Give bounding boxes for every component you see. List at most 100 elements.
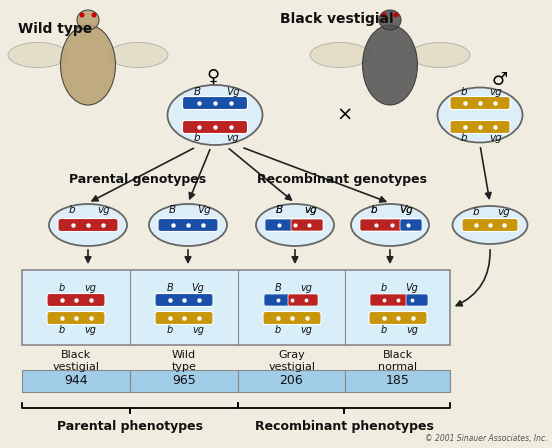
Text: Parental genotypes: Parental genotypes bbox=[70, 173, 206, 186]
FancyBboxPatch shape bbox=[58, 219, 118, 232]
Text: 206: 206 bbox=[280, 375, 304, 388]
Bar bbox=[22, 370, 130, 392]
Text: Black
normal: Black normal bbox=[379, 350, 417, 371]
FancyBboxPatch shape bbox=[369, 311, 427, 324]
FancyBboxPatch shape bbox=[267, 219, 307, 232]
Text: Vg: Vg bbox=[399, 205, 413, 215]
Ellipse shape bbox=[92, 13, 97, 17]
Text: 944: 944 bbox=[64, 375, 88, 388]
Text: b: b bbox=[371, 205, 378, 215]
Ellipse shape bbox=[77, 10, 99, 30]
Text: Recombinant phenotypes: Recombinant phenotypes bbox=[254, 420, 433, 433]
Ellipse shape bbox=[49, 204, 127, 246]
Text: vg: vg bbox=[406, 325, 418, 335]
Text: Recombinant genotypes: Recombinant genotypes bbox=[257, 173, 427, 186]
FancyBboxPatch shape bbox=[158, 219, 218, 232]
FancyBboxPatch shape bbox=[462, 219, 518, 232]
FancyBboxPatch shape bbox=[360, 219, 420, 232]
FancyBboxPatch shape bbox=[303, 219, 323, 232]
FancyBboxPatch shape bbox=[263, 311, 321, 324]
FancyBboxPatch shape bbox=[264, 294, 294, 306]
Bar bbox=[130, 370, 238, 392]
Text: B: B bbox=[275, 205, 283, 215]
Text: b: b bbox=[275, 325, 281, 335]
Text: Wild
type: Wild type bbox=[172, 350, 197, 371]
Ellipse shape bbox=[363, 25, 417, 105]
Text: B: B bbox=[275, 283, 282, 293]
Text: Vg: Vg bbox=[406, 283, 418, 293]
Text: vg: vg bbox=[227, 133, 240, 143]
Text: vg: vg bbox=[305, 205, 317, 215]
Bar bbox=[22, 270, 450, 345]
FancyBboxPatch shape bbox=[288, 294, 318, 306]
Bar bbox=[345, 370, 450, 392]
FancyBboxPatch shape bbox=[406, 294, 428, 306]
FancyBboxPatch shape bbox=[183, 121, 247, 134]
Text: 965: 965 bbox=[172, 375, 196, 388]
Bar bbox=[238, 370, 345, 392]
FancyBboxPatch shape bbox=[155, 311, 213, 324]
Text: Vg: Vg bbox=[226, 87, 240, 97]
Ellipse shape bbox=[438, 87, 523, 142]
Ellipse shape bbox=[310, 43, 370, 68]
Text: Wild type: Wild type bbox=[18, 22, 92, 36]
Text: b: b bbox=[59, 325, 65, 335]
FancyBboxPatch shape bbox=[47, 293, 105, 306]
Text: Parental phenotypes: Parental phenotypes bbox=[57, 420, 203, 433]
Text: vg: vg bbox=[98, 205, 110, 215]
Text: B: B bbox=[193, 87, 200, 97]
Text: Vg: Vg bbox=[399, 205, 413, 215]
Ellipse shape bbox=[256, 204, 334, 246]
Text: b: b bbox=[461, 87, 468, 97]
Text: b: b bbox=[59, 283, 65, 293]
Ellipse shape bbox=[149, 204, 227, 246]
Text: 185: 185 bbox=[385, 375, 410, 388]
FancyBboxPatch shape bbox=[370, 294, 412, 306]
Ellipse shape bbox=[394, 13, 399, 17]
Text: vg: vg bbox=[490, 87, 502, 97]
Text: vg: vg bbox=[490, 133, 502, 143]
Ellipse shape bbox=[108, 43, 168, 68]
Ellipse shape bbox=[379, 10, 401, 30]
FancyBboxPatch shape bbox=[360, 219, 406, 231]
Text: b: b bbox=[194, 133, 200, 143]
Text: vg: vg bbox=[497, 207, 511, 217]
FancyBboxPatch shape bbox=[183, 96, 247, 109]
Text: Gray
vestigial: Gray vestigial bbox=[268, 350, 316, 371]
Text: ♀: ♀ bbox=[206, 68, 220, 86]
Ellipse shape bbox=[351, 204, 429, 246]
Ellipse shape bbox=[8, 43, 68, 68]
Text: vg: vg bbox=[300, 283, 312, 293]
Text: vg: vg bbox=[84, 325, 96, 335]
Ellipse shape bbox=[61, 25, 115, 105]
FancyBboxPatch shape bbox=[47, 311, 105, 324]
Text: vg: vg bbox=[192, 325, 204, 335]
Text: ♂: ♂ bbox=[492, 71, 508, 89]
Text: vg: vg bbox=[84, 283, 96, 293]
Text: Vg: Vg bbox=[197, 205, 211, 215]
Text: b: b bbox=[381, 283, 387, 293]
Text: B: B bbox=[168, 205, 176, 215]
FancyBboxPatch shape bbox=[450, 96, 510, 109]
Ellipse shape bbox=[167, 85, 263, 145]
Ellipse shape bbox=[381, 13, 386, 17]
FancyBboxPatch shape bbox=[450, 121, 510, 134]
Text: B: B bbox=[167, 283, 173, 293]
Text: © 2001 Sinauer Associates, Inc.: © 2001 Sinauer Associates, Inc. bbox=[426, 434, 548, 443]
Ellipse shape bbox=[453, 206, 528, 244]
Text: b: b bbox=[371, 205, 378, 215]
Text: Black vestigial: Black vestigial bbox=[280, 12, 394, 26]
Text: b: b bbox=[381, 325, 387, 335]
Text: b: b bbox=[473, 207, 479, 217]
Text: B: B bbox=[275, 205, 283, 215]
FancyBboxPatch shape bbox=[155, 293, 213, 306]
FancyBboxPatch shape bbox=[291, 219, 323, 231]
Text: Vg: Vg bbox=[192, 283, 204, 293]
Ellipse shape bbox=[410, 43, 470, 68]
Text: b: b bbox=[461, 133, 468, 143]
FancyBboxPatch shape bbox=[400, 219, 422, 231]
Text: vg: vg bbox=[300, 325, 312, 335]
FancyBboxPatch shape bbox=[265, 219, 297, 231]
Text: b: b bbox=[68, 205, 75, 215]
Text: ×: × bbox=[337, 105, 353, 125]
